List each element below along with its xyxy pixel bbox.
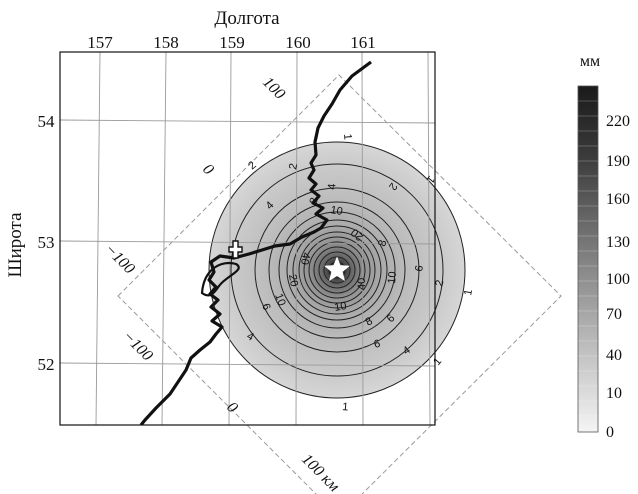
colorbar-unit: мм [580,53,600,70]
lon-tick-labels: 157 158 159 160 161 [87,33,376,52]
graticule [60,52,435,425]
rotated-km-frame [117,74,562,494]
km-label: −100 [119,328,156,365]
contour-label: 8 [308,196,321,206]
km-label: 0 [199,161,217,179]
lon-tick: 158 [153,33,179,52]
km-label: 100 км [298,451,342,494]
contour-label: 10 [386,271,399,284]
colorbar-tick: 0 [606,424,614,441]
contour-label: 6 [413,264,426,272]
contour-label: 4 [326,183,338,190]
km-label: −100 [101,241,138,278]
contour-label: 40 [298,251,312,265]
x-axis-label: Долгота [214,8,280,29]
contour-lines [208,141,466,399]
contour-label: 2 [433,279,446,288]
lon-tick: 157 [87,33,113,52]
coastline [139,60,372,425]
lat-tick: 54 [38,112,56,131]
colorbar-tick: 160 [606,191,630,208]
colorbar-tick: 190 [606,153,630,170]
colorbar-tick: 100 [606,271,630,288]
km-label: 100 [259,74,288,103]
contour-label: 10 [329,204,343,218]
contour-label: 6 [373,338,382,351]
lat-tick: 52 [38,355,55,374]
contour-label: 2 [386,180,399,192]
contour-label: 1 [462,288,475,296]
colorbar: мм 220 190 160 130 100 70 40 10 0 [577,53,630,441]
contour-label: 4 [245,330,256,343]
star-icon [323,256,351,282]
contour-label: 2 [287,162,300,170]
contour-label: 8 [376,239,389,248]
km-label: 0 [223,399,241,417]
contour-label: 1 [341,133,353,140]
colorbar-tick: 10 [606,385,622,402]
contour-label: 4 [401,344,413,357]
colorbar-tick: 70 [606,306,622,323]
cross-icon [228,240,243,259]
contour-label: 10 [333,300,347,314]
colorbar-bands [578,100,598,417]
lat-tick: 53 [38,233,55,252]
y-axis-label: Широта [5,212,26,278]
colorbar-tick: 220 [606,113,630,130]
contour-label: 40 [356,278,368,290]
colorbar-tick: 130 [606,234,630,251]
contour-label: 6 [259,302,272,312]
map-frame [59,51,436,426]
contour-label: 10 [272,292,287,308]
lat-tick-labels: 54 53 52 [38,112,56,374]
lon-tick: 159 [219,33,245,52]
lon-tick: 160 [285,33,311,52]
colorbar-tick: 40 [606,347,622,364]
contour-label: 8 [364,315,375,328]
contour-label: 20 [286,273,300,287]
lon-tick: 161 [350,33,376,52]
contour-label: 1 [342,401,349,413]
